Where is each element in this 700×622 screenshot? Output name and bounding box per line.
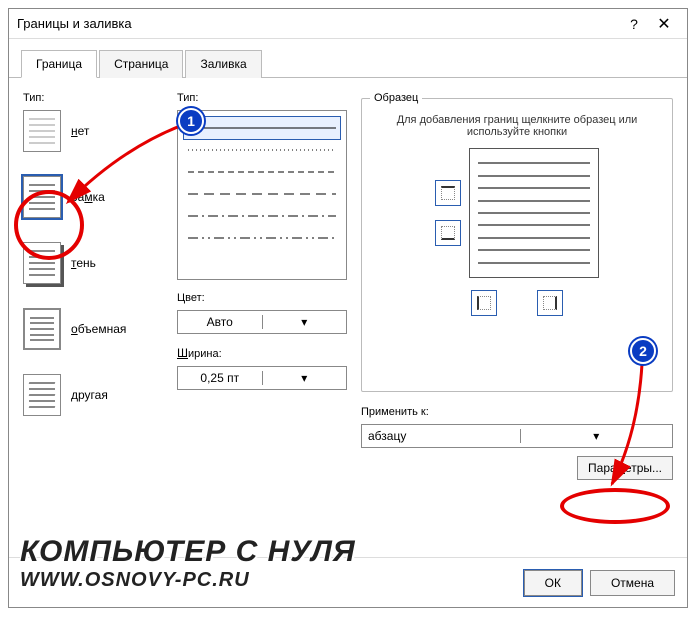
- style-dashdotdot[interactable]: [184, 227, 340, 249]
- tab-fill[interactable]: Заливка: [185, 50, 261, 78]
- type-column: Тип: нет рамка тень объемная другая: [23, 92, 163, 542]
- edge-right-button[interactable]: [537, 290, 563, 316]
- sample-fieldset: Образец Для добавления границ щелкните о…: [361, 92, 673, 392]
- style-dotted-fine[interactable]: [184, 139, 340, 161]
- sample-legend: Образец: [370, 92, 422, 104]
- tab-fill-label: Заливка: [200, 57, 246, 71]
- watermark-line1: КОМПЬЮТЕР С НУЛЯ: [20, 535, 356, 569]
- edge-left-button[interactable]: [471, 290, 497, 316]
- type-none-icon: [23, 110, 61, 152]
- dialog-content: Тип: нет рамка тень объемная другая: [9, 78, 687, 556]
- tab-border[interactable]: Граница: [21, 50, 97, 78]
- style-group-label: Тип:: [177, 92, 347, 104]
- color-field: Цвет: Авто ▾: [177, 292, 347, 334]
- width-value: 0,25 пт: [178, 371, 262, 385]
- annotation-badge-1: 1: [178, 108, 204, 134]
- edge-bottom-button[interactable]: [435, 220, 461, 246]
- color-value: Авто: [178, 315, 262, 329]
- titlebar: Границы и заливка ? ✕: [9, 9, 687, 39]
- type-frame-label: рамка: [71, 190, 105, 204]
- type-item-frame[interactable]: рамка: [23, 176, 163, 218]
- sample-hint: Для добавления границ щелкните образец и…: [370, 114, 664, 138]
- apply-label: Применить к:: [361, 406, 673, 418]
- apply-value: абзацу: [362, 429, 520, 443]
- type-item-none[interactable]: нет: [23, 110, 163, 152]
- width-label: Ширина:: [177, 346, 347, 360]
- type-item-other[interactable]: другая: [23, 374, 163, 416]
- chevron-down-icon: ▾: [262, 371, 347, 385]
- tab-strip: Граница Страница Заливка: [9, 39, 687, 78]
- close-icon[interactable]: ✕: [649, 14, 679, 34]
- tab-page[interactable]: Страница: [99, 50, 183, 78]
- type-item-volume[interactable]: объемная: [23, 308, 163, 350]
- type-group-label: Тип:: [23, 92, 163, 104]
- ok-button[interactable]: ОК: [524, 570, 582, 596]
- tab-border-label: Граница: [36, 57, 82, 71]
- options-button[interactable]: Параметры...: [577, 456, 673, 480]
- sample-column: Образец Для добавления границ щелкните о…: [361, 92, 673, 542]
- annotation-badge-2: 2: [630, 338, 656, 364]
- edge-top-button[interactable]: [435, 180, 461, 206]
- dialog-title: Границы и заливка: [17, 16, 619, 31]
- color-combo[interactable]: Авто ▾: [177, 310, 347, 334]
- vertical-edge-buttons: [435, 180, 461, 246]
- type-item-shadow[interactable]: тень: [23, 242, 163, 284]
- tab-page-label: Страница: [114, 57, 168, 71]
- width-combo[interactable]: 0,25 пт ▾: [177, 366, 347, 390]
- borders-shading-dialog: Границы и заливка ? ✕ Граница Страница З…: [8, 8, 688, 608]
- type-other-icon: [23, 374, 61, 416]
- style-column: Тип: Цвет: Авто ▾ Ширина: 0,25 пт: [177, 92, 347, 542]
- type-other-label: другая: [71, 388, 108, 402]
- type-none-label: нет: [71, 124, 89, 138]
- preview-area: [370, 148, 664, 278]
- style-dashed-wide[interactable]: [184, 183, 340, 205]
- line-style-list[interactable]: [177, 110, 347, 280]
- type-shadow-icon: [23, 242, 61, 284]
- style-dashed[interactable]: [184, 161, 340, 183]
- watermark-line2: WWW.OSNOVY-PC.RU: [20, 569, 356, 592]
- type-volume-icon: [23, 308, 61, 350]
- width-field: Ширина: 0,25 пт ▾: [177, 346, 347, 390]
- watermark: КОМПЬЮТЕР С НУЛЯ WWW.OSNOVY-PC.RU: [20, 535, 356, 592]
- style-dashdot[interactable]: [184, 205, 340, 227]
- chevron-down-icon: ▾: [262, 315, 347, 329]
- style-solid[interactable]: [184, 117, 340, 139]
- horizontal-edge-buttons: [370, 290, 664, 316]
- apply-combo[interactable]: абзацу ▾: [361, 424, 673, 448]
- type-shadow-label: тень: [71, 256, 96, 270]
- help-icon[interactable]: ?: [619, 16, 649, 32]
- apply-field: Применить к: абзацу ▾ Параметры...: [361, 406, 673, 448]
- type-volume-label: объемная: [71, 322, 126, 336]
- cancel-button[interactable]: Отмена: [590, 570, 675, 596]
- preview-box[interactable]: [469, 148, 599, 278]
- type-frame-icon: [23, 176, 61, 218]
- color-label: Цвет:: [177, 292, 347, 304]
- chevron-down-icon: ▾: [520, 429, 673, 443]
